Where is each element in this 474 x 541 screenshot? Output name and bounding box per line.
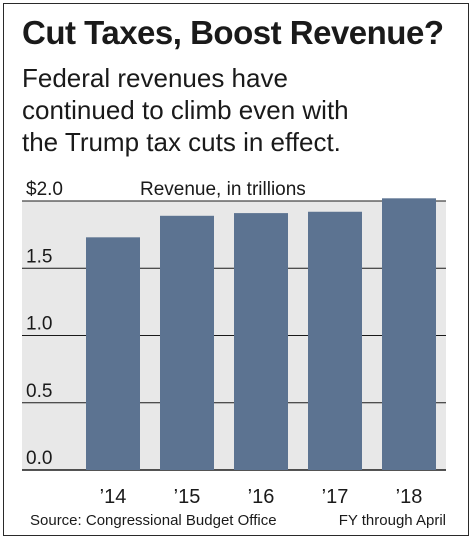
bar xyxy=(382,198,436,470)
chart-subtitle: Federal revenues have continued to climb… xyxy=(22,62,452,158)
subtitle-line: Federal revenues have xyxy=(22,63,288,93)
x-tick-label: ’17 xyxy=(322,486,349,508)
y-tick-label: 1.5 xyxy=(26,246,52,267)
x-tick-label: ’15 xyxy=(174,486,201,508)
y-tick-label: 1.0 xyxy=(26,314,52,335)
y-tick-label: 0.0 xyxy=(26,448,52,469)
subtitle-line: the Trump tax cuts in effect. xyxy=(22,127,341,157)
y-tick-label: $2.0 xyxy=(26,179,63,200)
bar xyxy=(86,237,140,470)
bar xyxy=(234,213,288,471)
x-tick-label: ’18 xyxy=(396,486,423,508)
subtitle-line: continued to climb even with xyxy=(22,95,349,125)
x-tick-label: ’16 xyxy=(248,486,275,508)
bar xyxy=(160,215,214,470)
period-note: FY through April xyxy=(338,512,446,529)
y-tick-label: 0.5 xyxy=(26,381,52,402)
x-tick-label: ’14 xyxy=(100,486,127,508)
source-note: Source: Congressional Budget Office xyxy=(30,512,277,529)
bar xyxy=(308,211,362,470)
chart-title: Cut Taxes, Boost Revenue? xyxy=(22,14,444,51)
y-axis-label: Revenue, in trillions xyxy=(140,179,306,200)
